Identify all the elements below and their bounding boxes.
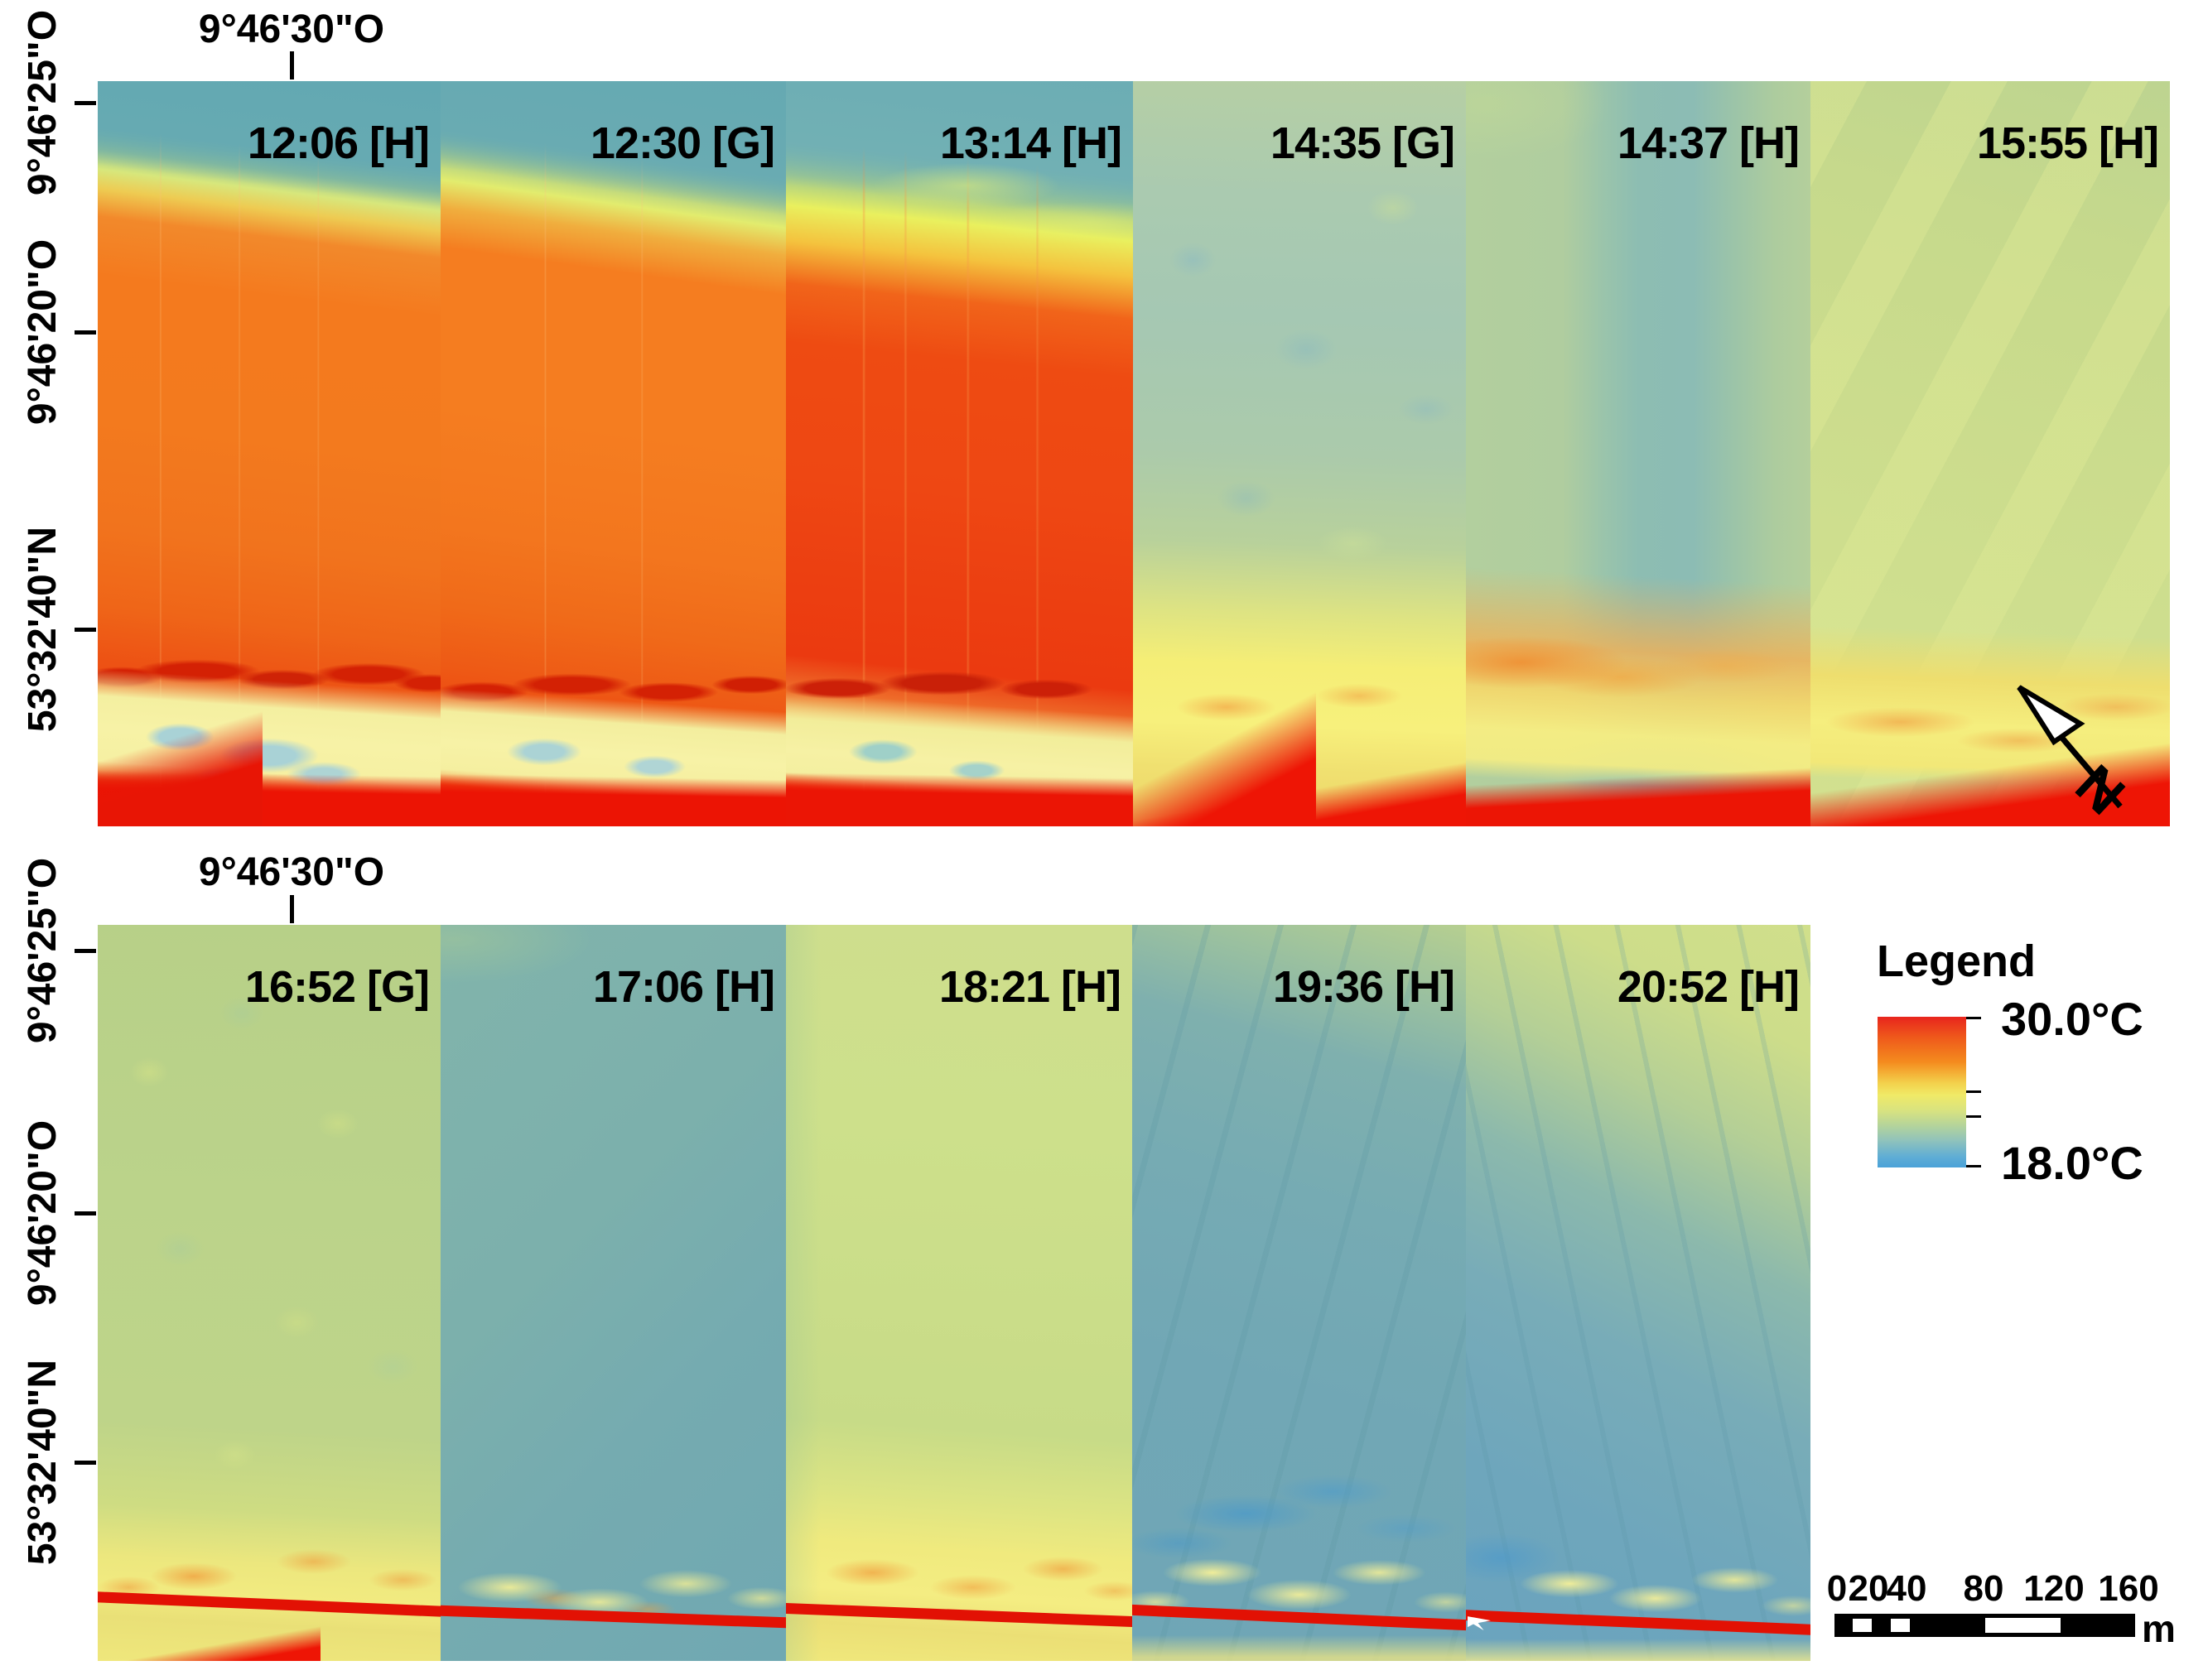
scalebar-label-80: 80 [1963, 1568, 2004, 1609]
north-arrow-icon: N [2017, 685, 2137, 826]
north-arrow-head [2017, 685, 2085, 746]
thermal-map-14-35: 14:35 [G] [1133, 81, 1466, 826]
thermal-map-16-52: 16:52 [G] [98, 925, 441, 1661]
warm-creek-line [1466, 1609, 1810, 1635]
row2-left-coordinate-label-2: 9°46'20"O [21, 1119, 65, 1307]
scalebar-label-20: 20 [1848, 1568, 1889, 1609]
legend-tick-min [1966, 1165, 1981, 1167]
time-label-13-14: 13:14 [H] [939, 118, 1122, 168]
thermal-map-12-06: 12:06 [H] [98, 81, 441, 826]
north-arrow-letter: N [2064, 753, 2137, 826]
legend-max-label: 30.0°C [2001, 993, 2143, 1045]
scalebar-label-160: 160 [2098, 1568, 2159, 1609]
thermal-map-20-52: 20:52 [H] [1466, 925, 1810, 1661]
time-label-12-06: 12:06 [H] [247, 118, 430, 168]
scalebar-segment [1853, 1619, 1872, 1632]
thermal-map-14-37: 14:37 [H] [1466, 81, 1810, 826]
scalebar-label-0: 0 [1826, 1568, 1848, 1609]
warm-creek-line [441, 1604, 786, 1629]
row1-left-coordinate-label-3: 53°32'40"N [21, 526, 65, 733]
thermal-map-18-21: 18:21 [H] [786, 925, 1132, 1661]
scalebar-unit: m [2142, 1607, 2176, 1650]
scalebar-segment [1891, 1619, 1910, 1632]
row1-top-coordinate-label: 9°46'30"O [198, 7, 385, 51]
thermal-map-15-55: 15:55 [H] [1810, 81, 2170, 826]
time-label-17-06: 17:06 [H] [592, 962, 775, 1012]
row1-left-tick-1 [75, 101, 96, 105]
scalebar-label-120: 120 [2023, 1568, 2085, 1609]
time-label-14-35: 14:35 [G] [1270, 118, 1455, 168]
row1-left-coordinate-label-2: 9°46'20"O [21, 238, 65, 426]
row1-left-tick-3 [75, 628, 96, 632]
thermal-map-17-06: 17:06 [H] [441, 925, 786, 1661]
scalebar-segment [1985, 1618, 2061, 1633]
row1-left-tick-2 [75, 330, 96, 335]
row2-left-tick-1 [75, 949, 96, 953]
time-label-12-30: 12:30 [G] [590, 118, 775, 168]
legend-min-label: 18.0°C [2001, 1137, 2143, 1189]
time-label-18-21: 18:21 [H] [938, 962, 1121, 1012]
row2-left-coordinate-label-3: 53°32'40"N [21, 1359, 65, 1566]
row1-top-tick [290, 51, 294, 79]
thermal-map-12-30: 12:30 [G] [441, 81, 786, 826]
time-label-19-36: 19:36 [H] [1272, 962, 1455, 1012]
row2-left-tick-2 [75, 1211, 96, 1215]
time-label-14-37: 14:37 [H] [1617, 118, 1800, 168]
legend-tick-max [1966, 1017, 1981, 1019]
time-label-20-52: 20:52 [H] [1617, 962, 1800, 1012]
time-label-15-55: 15:55 [H] [1976, 118, 2159, 168]
legend-tick-mid2 [1966, 1115, 1981, 1118]
row2-top-coordinate-label: 9°46'30"O [198, 850, 385, 894]
time-label-16-52: 16:52 [G] [244, 962, 430, 1012]
warm-creek-line [1132, 1604, 1466, 1631]
warm-creek-line [786, 1602, 1132, 1628]
row2-left-tick-3 [75, 1461, 96, 1465]
legend-tick-mid1 [1966, 1090, 1981, 1093]
legend-colorbar [1878, 1017, 1966, 1167]
thermal-map-19-36: 19:36 [H] [1132, 925, 1466, 1661]
legend-title: Legend [1877, 936, 2037, 986]
row2-left-coordinate-label-1: 9°46'25"O [21, 857, 65, 1044]
warm-creek-line [98, 1591, 441, 1618]
scalebar-label-40: 40 [1886, 1568, 1927, 1609]
row2-top-tick [290, 895, 294, 923]
thermal-map-13-14: 13:14 [H] [786, 81, 1133, 826]
scalebar [1834, 1614, 2135, 1637]
